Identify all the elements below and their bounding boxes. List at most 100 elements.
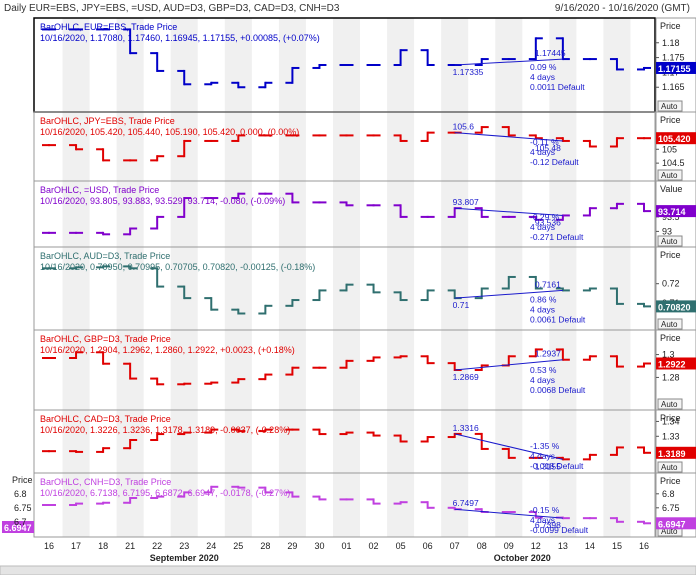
pane-info: 10/16/2020, 6.7138, 6.7195, 6.6872, 6.69… — [40, 488, 290, 498]
ohlc-bar — [528, 275, 543, 290]
x-tick-label: 29 — [287, 541, 297, 551]
trend-end-label: 0.7161 — [535, 279, 561, 289]
ohlc-bar — [393, 501, 408, 505]
ohlc-bar — [501, 215, 516, 218]
trend-start-label: 105.6 — [453, 122, 475, 132]
day-stripe — [224, 18, 252, 537]
ohlc-bar — [177, 285, 192, 300]
pane-title: BarOHLC, AUD=D3, Trade Price — [40, 251, 170, 261]
ohlc-bar — [231, 428, 246, 433]
auto-button[interactable]: Auto — [657, 100, 683, 112]
window-title: Daily EUR=EBS, JPY=EBS, =USD, AUD=D3, GB… — [4, 3, 340, 14]
ohlc-bar — [150, 267, 165, 288]
auto-button[interactable]: Auto — [657, 235, 683, 247]
x-tick-label: 06 — [423, 541, 433, 551]
ohlc-bar — [150, 52, 165, 72]
auto-button-box[interactable] — [657, 461, 683, 473]
trend-stat: 4 days — [530, 451, 555, 461]
pane-title: BarOHLC, =USD, Trade Price — [40, 185, 159, 195]
ohlc-bar — [204, 139, 219, 142]
ohlc-bar — [177, 382, 192, 386]
last-price-label: 1.3189 — [658, 449, 686, 459]
ohlc-bar — [555, 37, 570, 61]
ohlc-bar — [150, 215, 165, 230]
ohlc-bar — [285, 192, 300, 204]
horizontal-scrollbar[interactable] — [0, 565, 696, 575]
ohlc-bar — [366, 134, 381, 137]
trend-line — [454, 207, 563, 216]
ohlc-bar — [231, 192, 246, 200]
auto-button-label[interactable]: Auto — [661, 400, 678, 409]
y-tick-label: 6.75 — [662, 503, 680, 513]
auto-button[interactable]: Auto — [657, 169, 683, 181]
auto-button-box[interactable] — [657, 100, 683, 112]
ohlc-bar — [258, 81, 273, 89]
auto-button-label[interactable]: Auto — [661, 527, 678, 536]
last-price-box — [656, 446, 696, 459]
ohlc-bar — [69, 266, 84, 270]
last-price-badge: 6.6947 — [656, 517, 696, 530]
auto-button-label[interactable]: Auto — [661, 237, 678, 246]
ohlc-bar — [420, 215, 435, 218]
ohlc-bar — [555, 348, 570, 361]
ohlc-bar — [42, 144, 56, 147]
ohlc-bar — [312, 289, 327, 302]
pane-title: BarOHLC, JPY=EBS, Trade Price — [40, 116, 175, 126]
ohlc-bar — [637, 302, 651, 308]
ohlc-bar — [393, 434, 408, 443]
ohlc-bar — [150, 433, 165, 442]
ohlc-bar — [582, 287, 597, 292]
left-y-tick-label: 6.8 — [14, 489, 27, 499]
trend-stat: 4 days — [530, 375, 555, 385]
ohlc-bar — [474, 287, 489, 300]
ohlc-bar — [637, 362, 651, 368]
left-y-tick-label: 6.75 — [14, 503, 32, 513]
ohlc-bar — [474, 126, 489, 134]
trend-stat: 0.09 % — [530, 62, 557, 72]
ohlc-bars — [42, 265, 651, 315]
ohlc-bar — [123, 362, 138, 380]
y-axis-label: Price — [660, 413, 681, 423]
ohlc-bar — [69, 144, 84, 151]
trend-annotation: 6.7497 6.7398 -0.15 %4 days-0.0099 Default — [453, 498, 589, 535]
auto-button-label[interactable]: Auto — [661, 102, 678, 111]
ohlc-bar — [204, 381, 219, 385]
last-price-label: 1.2922 — [658, 359, 686, 369]
ohlc-bar — [528, 215, 543, 221]
ohlc-bar — [177, 431, 192, 436]
ohlc-bar — [258, 304, 273, 315]
auto-button[interactable]: Auto — [657, 318, 683, 330]
x-tick-label: 12 — [531, 541, 541, 551]
ohlc-bar — [420, 289, 435, 302]
last-price-box — [656, 517, 696, 530]
trend-end-label: 1.17445 — [535, 48, 566, 58]
auto-button-label[interactable]: Auto — [661, 320, 678, 329]
ohlc-bar — [528, 348, 543, 358]
trend-stat: 4 days — [530, 72, 555, 82]
auto-button-label[interactable]: Auto — [661, 463, 678, 472]
ohlc-bar — [474, 58, 489, 66]
auto-button[interactable]: Auto — [657, 461, 683, 473]
auto-button-box[interactable] — [657, 235, 683, 247]
auto-button-label[interactable]: Auto — [661, 171, 678, 180]
pane-info: 10/16/2020, 1.3226, 1.3236, 1.3178, 1.31… — [40, 425, 290, 435]
auto-button[interactable]: Auto — [657, 398, 683, 410]
ohlc-bar — [285, 66, 300, 84]
auto-button-box[interactable] — [657, 169, 683, 181]
ohlc-bar — [150, 377, 165, 386]
ohlc-bar — [366, 64, 381, 66]
ohlc-bar — [555, 137, 570, 142]
pane-info: 10/16/2020, 1.2904, 1.2962, 1.2860, 1.29… — [40, 345, 295, 355]
trend-end-label: 6.7398 — [535, 520, 561, 530]
y-tick-label: 1.34 — [662, 416, 680, 426]
auto-button-box[interactable] — [657, 398, 683, 410]
y-axis-label: Value — [660, 184, 682, 194]
auto-button-box[interactable] — [657, 318, 683, 330]
ohlc-bar — [339, 498, 354, 501]
ohlc-bar — [123, 159, 138, 162]
x-tick-label: 21 — [125, 541, 135, 551]
trend-start-label: 1.2869 — [453, 372, 479, 382]
ohlc-bar — [366, 283, 381, 294]
day-stripe — [603, 18, 631, 537]
